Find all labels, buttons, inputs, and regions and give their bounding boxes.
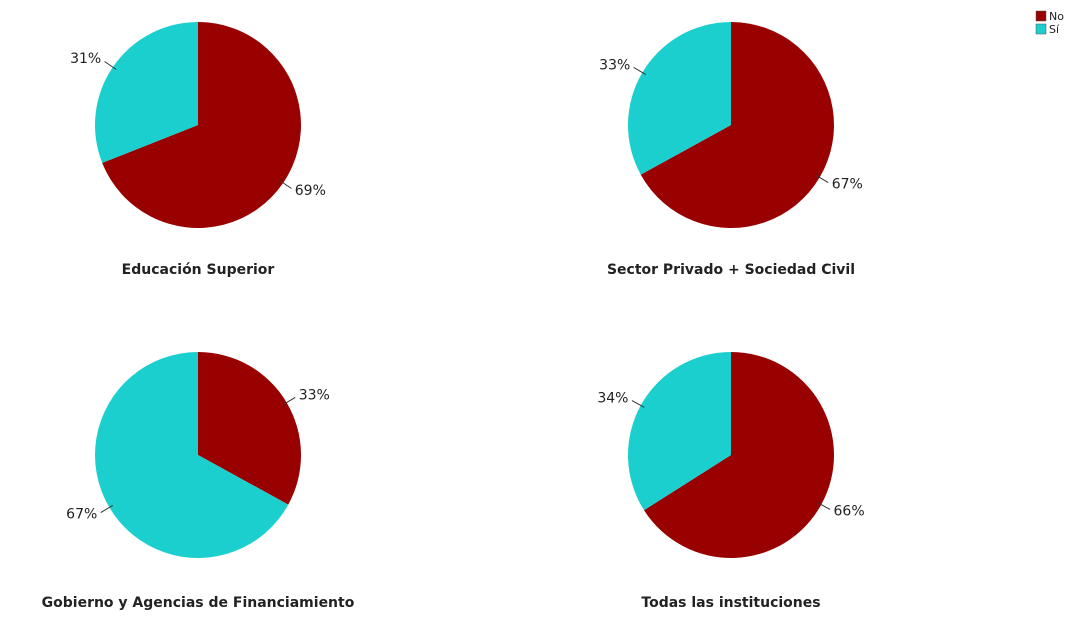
pie-slice <box>102 22 301 228</box>
legend-swatch <box>1035 10 1047 22</box>
data-label: 66% <box>834 503 865 519</box>
chart-title: Sector Privado + Sociedad Civil <box>607 262 855 278</box>
chart-title: Educación Superior <box>122 262 275 278</box>
leader-line <box>631 400 645 408</box>
chart-title: Todas las instituciones <box>641 595 820 611</box>
leader-line <box>815 174 829 183</box>
data-label: 34% <box>597 391 628 407</box>
leader-line <box>282 397 296 406</box>
leader-line <box>633 67 647 76</box>
pie-slice <box>628 352 731 511</box>
leader-line <box>100 504 114 513</box>
leader-line <box>817 502 831 510</box>
legend-swatch <box>1035 23 1047 35</box>
chart-title: Gobierno y Agencias de Financiamiento <box>42 595 355 611</box>
data-label: 33% <box>299 387 330 403</box>
data-label: 33% <box>599 57 630 73</box>
pie-slice <box>644 352 834 558</box>
pie-slice <box>640 22 834 228</box>
leader-line <box>104 61 117 70</box>
data-label: 67% <box>66 507 97 523</box>
pie-slice <box>198 352 301 505</box>
pie-slice <box>95 352 289 558</box>
leader-line <box>279 180 292 189</box>
data-label: 69% <box>295 183 326 199</box>
pie-slice <box>95 22 198 163</box>
data-label: 67% <box>832 177 863 193</box>
data-label: 31% <box>70 51 101 67</box>
legend-label: No <box>1049 10 1064 23</box>
pie-slice <box>628 22 731 175</box>
legend-label: Sí <box>1049 23 1060 36</box>
